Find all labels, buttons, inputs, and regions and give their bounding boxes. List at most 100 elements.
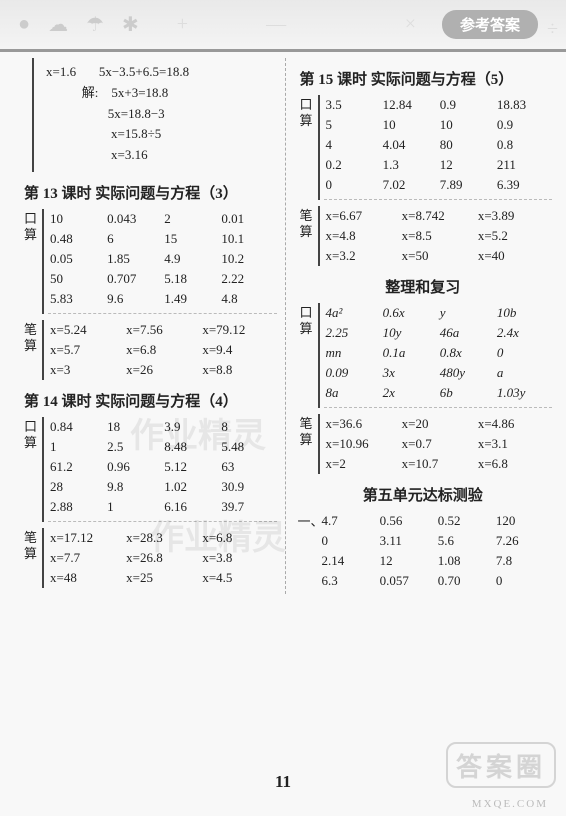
cell: 6	[105, 229, 162, 249]
s13-kou-grid: 100.04320.01 0.4861510.1 0.051.854.910.2…	[48, 209, 277, 309]
cell: 0.043	[105, 209, 162, 229]
cell: 5.18	[162, 269, 219, 289]
cell: x=3	[48, 360, 124, 380]
cell: 2.25	[324, 323, 381, 343]
cell: 12.84	[381, 95, 438, 115]
cell: 7.8	[494, 551, 552, 571]
review-title: 整理和复习	[294, 276, 553, 297]
dash	[324, 199, 553, 200]
cell: 211	[495, 155, 552, 175]
top-bar: ● ☁ ☂ ✱ + — × ÷ 参考答案	[0, 0, 566, 52]
cell: 2x	[381, 383, 438, 403]
cell: 18.83	[495, 95, 552, 115]
cell: 0.1a	[381, 343, 438, 363]
cell: 2.14	[320, 551, 378, 571]
section-14-title: 第 14 课时 实际问题与方程（4）	[18, 390, 277, 411]
cell: 0.05	[48, 249, 105, 269]
cell: 0.057	[378, 571, 436, 591]
cell: x=10.7	[400, 454, 476, 474]
cell: x=6.8	[124, 340, 200, 360]
cell: 0.2	[324, 155, 381, 175]
right-column: 第 15 课时 实际问题与方程（5） 口算 3.512.84 0.918.83 5…	[294, 58, 553, 594]
cell: 1.85	[105, 249, 162, 269]
cell: 46a	[438, 323, 495, 343]
cell: 8	[219, 417, 276, 437]
section-15-title: 第 15 课时 实际问题与方程（5）	[294, 68, 553, 89]
cell: 3.11	[378, 531, 436, 551]
s14-bi-grid: x=17.12x=28.3x=6.8 x=7.7x=26.8x=3.8 x=48…	[48, 528, 277, 588]
cell: 0	[494, 571, 552, 591]
cell: 0.56	[378, 511, 436, 531]
cell: x=8.5	[400, 226, 476, 246]
cell: 4	[324, 135, 381, 155]
cell: 61.2	[48, 457, 105, 477]
bi-label: 笔算	[300, 416, 316, 448]
s15-bi: 笔算 x=6.67x=8.742x=3.89 x=4.8x=8.5x=5.2 x…	[318, 206, 553, 266]
cell: 0.70	[436, 571, 494, 591]
cell: 6b	[438, 383, 495, 403]
badge-answers: 参考答案	[442, 10, 538, 39]
s13-bi-grid: x=5.24x=7.56x=79.12 x=5.7x=6.8x=9.4 x=3x…	[48, 320, 277, 380]
cell: 1.3	[381, 155, 438, 175]
cell: x=25	[124, 568, 200, 588]
cell: x=17.12	[48, 528, 124, 548]
cell: 28	[48, 477, 105, 497]
cell: 0	[495, 343, 552, 363]
cell: 2.5	[105, 437, 162, 457]
cell: 5	[324, 115, 381, 135]
s14-kou-grid: 0.84183.98 12.58.485.48 61.20.965.1263 2…	[48, 417, 277, 517]
kou-label: 口算	[24, 419, 40, 451]
cell: 10.2	[219, 249, 276, 269]
review-bi-grid: x=36.6x=20x=4.86 x=10.96x=0.7x=3.1 x=2x=…	[324, 414, 553, 474]
eq-lines: x=1.6 5x−3.5+6.5=18.8 解: 5x+3=18.8 5x=18…	[38, 58, 277, 172]
test-block: 一、 4.70.560.52120 03.115.67.26 2.14121.0…	[298, 511, 553, 591]
kou-label: 口算	[300, 97, 316, 129]
cell: 7.02	[381, 175, 438, 195]
cell: 4.04	[381, 135, 438, 155]
cell: 8a	[324, 383, 381, 403]
cell: x=5.24	[48, 320, 124, 340]
eq-line: x=3.16	[46, 145, 277, 166]
cell: x=2	[324, 454, 400, 474]
cell: x=4.5	[200, 568, 276, 588]
cell: x=3.1	[476, 434, 552, 454]
cell: y	[438, 303, 495, 323]
cell: 15	[162, 229, 219, 249]
cell: 7.89	[438, 175, 495, 195]
s15-bi-grid: x=6.67x=8.742x=3.89 x=4.8x=8.5x=5.2 x=3.…	[324, 206, 553, 266]
cell: 4.7	[320, 511, 378, 531]
cell: 0.707	[105, 269, 162, 289]
s14-bi: 笔算 x=17.12x=28.3x=6.8 x=7.7x=26.8x=3.8 x…	[42, 528, 277, 588]
eq-line: x=15.8÷5	[46, 124, 277, 145]
cell: 0.96	[105, 457, 162, 477]
cell: 5.12	[162, 457, 219, 477]
cell: x=4.86	[476, 414, 552, 434]
cell: x=10.96	[324, 434, 400, 454]
cell: 1	[48, 437, 105, 457]
s15-kou-grid: 3.512.840.918.83 510100.9 44.04800.8 0.2…	[324, 95, 553, 195]
cell: x=8.8	[200, 360, 276, 380]
cell: 0.6x	[381, 303, 438, 323]
eq-line: 5x=18.8−3	[46, 104, 277, 125]
cell: x=9.4	[200, 340, 276, 360]
cell: 0.9	[495, 115, 552, 135]
cell: x=6.8	[200, 528, 276, 548]
cell: x=79.12	[200, 320, 276, 340]
plus-icon: +	[177, 13, 188, 36]
cell: 3x	[381, 363, 438, 383]
cell: 4.8	[219, 289, 276, 309]
cell: x=28.3	[124, 528, 200, 548]
cell: x=4.8	[324, 226, 400, 246]
cell: 5.48	[219, 437, 276, 457]
cell: 0.48	[48, 229, 105, 249]
review-kou: 口算 4a²0.6xy10b 2.2510y46a2.4x mn0.1a0.8x…	[318, 303, 553, 408]
cell: 9.6	[105, 289, 162, 309]
cell: 0.09	[324, 363, 381, 383]
test-grid: 4.70.560.52120 03.115.67.26 2.14121.087.…	[320, 511, 553, 591]
umbrella-icon: ☂	[86, 12, 104, 37]
cell: 3.5	[324, 95, 381, 115]
bi-label: 笔算	[24, 322, 40, 354]
cell: 0.84	[48, 417, 105, 437]
cell: mn	[324, 343, 381, 363]
cell: 10.1	[219, 229, 276, 249]
